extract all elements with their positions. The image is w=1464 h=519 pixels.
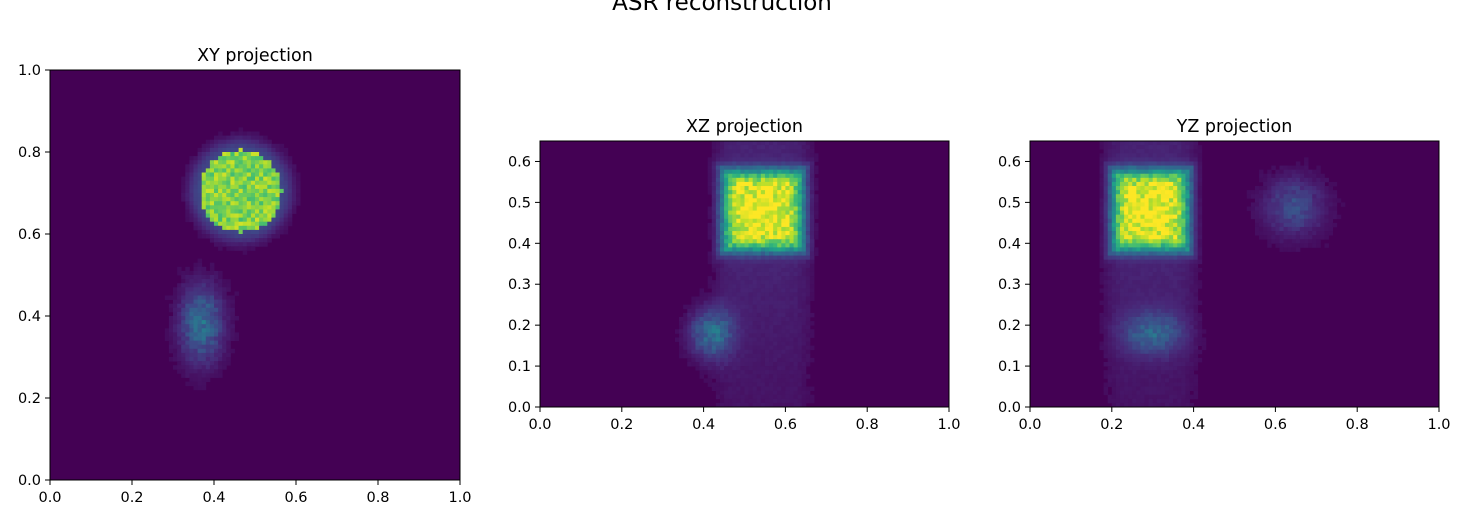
- y-tick-label: 0.3: [998, 277, 1021, 293]
- axes-frame: [49, 69, 461, 481]
- x-tick-label: 0.2: [1100, 417, 1123, 433]
- y-tick-label: 0.1: [998, 359, 1021, 375]
- y-tick-label: 0.0: [18, 473, 41, 489]
- panel-2: XZ projection 0.0 0.2 0.4 0.6 0.8 1.0 0.0 0.1 0.2…: [508, 117, 961, 433]
- y-tick-label: 0.5: [508, 195, 531, 211]
- x-tick-label: 0.2: [120, 490, 143, 506]
- x-tick-label: 0.8: [856, 417, 879, 433]
- axes-frame: [1029, 140, 1440, 408]
- x-tick-label: 0.8: [1346, 417, 1369, 433]
- y-tick-label: 0.2: [998, 318, 1021, 334]
- y-tick-label: 0.4: [18, 309, 41, 325]
- x-tick-label: 1.0: [937, 417, 960, 433]
- x-tick-label: 0.0: [528, 417, 551, 433]
- x-tick-label: 0.6: [774, 417, 797, 433]
- y-tick-label: 0.3: [508, 277, 531, 293]
- x-tick-label: 0.0: [1018, 417, 1041, 433]
- x-tick-label: 0.6: [1264, 417, 1287, 433]
- x-tick-label: 1.0: [448, 490, 471, 506]
- panel-title: YZ projection: [1176, 117, 1293, 137]
- heatmap-image: [1030, 141, 1439, 408]
- y-tick-label: 0.6: [998, 154, 1021, 170]
- y-tick-label: 0.0: [508, 400, 531, 416]
- x-tick-label: 0.4: [202, 490, 225, 506]
- y-tick-label: 0.4: [998, 236, 1021, 252]
- y-tick-label: 0.4: [508, 236, 531, 252]
- heatmap-image: [50, 70, 460, 480]
- x-tick-label: 0.4: [692, 417, 715, 433]
- y-tick-label: 0.2: [508, 318, 531, 334]
- y-tick-label: 0.1: [508, 359, 531, 375]
- panel-title: XZ projection: [686, 117, 803, 137]
- y-tick-label: 0.6: [508, 154, 531, 170]
- y-tick-label: 1.0: [18, 63, 41, 79]
- y-tick-label: 0.6: [18, 227, 41, 243]
- axes-frame: [539, 140, 950, 408]
- y-tick-label: 0.0: [998, 400, 1021, 416]
- x-tick-label: 0.8: [366, 490, 389, 506]
- x-tick-label: 0.0: [38, 490, 61, 506]
- x-tick-label: 0.6: [284, 490, 307, 506]
- x-tick-label: 0.2: [610, 417, 633, 433]
- y-tick-label: 0.2: [18, 391, 41, 407]
- x-tick-label: 0.4: [1182, 417, 1205, 433]
- x-tick-label: 1.0: [1427, 417, 1450, 433]
- panel-title: XY projection: [197, 46, 313, 66]
- figure-suptitle: ASR reconstruction: [612, 0, 832, 16]
- panel-1: XY projection 0.0 0.2 0.4 0.6 0.8 1.0 0.0 0.2 0.4…: [18, 46, 472, 506]
- y-tick-label: 0.5: [998, 195, 1021, 211]
- y-tick-label: 0.8: [18, 145, 41, 161]
- panel-3: YZ projection 0.0 0.2 0.4 0.6 0.8 1.0 0.0 0.1 0.2…: [998, 117, 1451, 433]
- heatmap-image: [540, 141, 949, 408]
